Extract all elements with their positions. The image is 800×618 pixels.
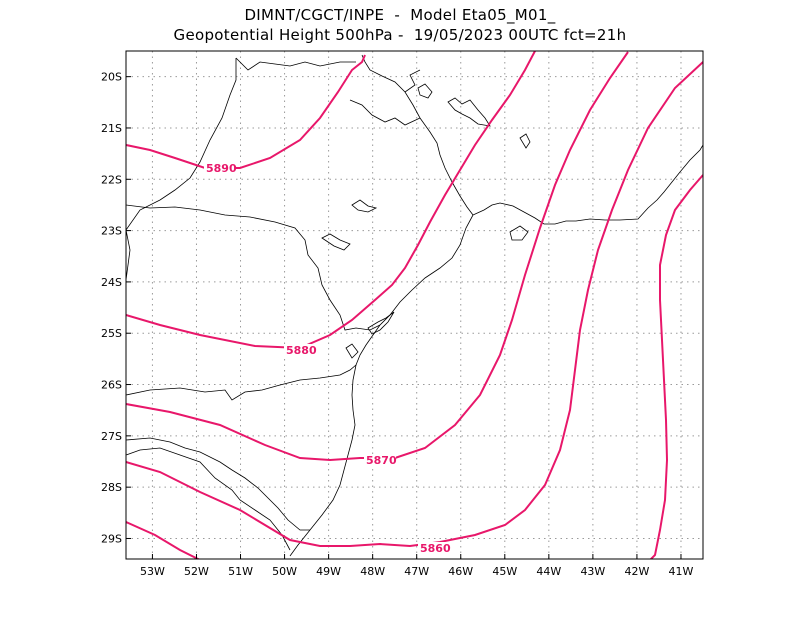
lat-tick-label: 27S bbox=[101, 430, 122, 443]
lake-3 bbox=[321, 233, 351, 251]
lon-tick-label: 42W bbox=[624, 565, 649, 578]
lon-tick-label: 49W bbox=[316, 565, 341, 578]
bay-sc bbox=[345, 343, 359, 359]
state-border-pr-sc bbox=[126, 364, 357, 401]
contour-label-5880: 5880 bbox=[286, 344, 317, 357]
lon-tick-label: 51W bbox=[228, 565, 253, 578]
state-border-mg bbox=[404, 69, 421, 93]
chart-subtitle: Geopotential Height 500hPa - 19/05/2023 … bbox=[173, 26, 627, 44]
coastline-borders bbox=[126, 54, 703, 557]
lat-tick-label: 20S bbox=[101, 71, 122, 84]
lon-tick-label: 53W bbox=[140, 565, 165, 578]
lon-tick-label: 41W bbox=[669, 565, 694, 578]
lon-tick-label: 52W bbox=[184, 565, 209, 578]
state-border-sp-pr bbox=[126, 204, 381, 331]
contour-5890b bbox=[126, 51, 536, 350]
lake-2 bbox=[351, 199, 378, 213]
lat-tick-label: 21S bbox=[101, 122, 122, 135]
lat-tick-label: 24S bbox=[101, 276, 122, 289]
contour-5890 bbox=[126, 54, 366, 169]
lake-4 bbox=[417, 83, 433, 99]
contour-labels: 5890 5880 5870 5860 bbox=[204, 162, 451, 555]
coastline bbox=[361, 54, 703, 225]
contour-5880 bbox=[126, 51, 629, 462]
bay-paranagua bbox=[367, 311, 395, 335]
map-frame bbox=[125, 50, 704, 560]
coastline-south bbox=[289, 214, 474, 557]
lat-tick-label: 23S bbox=[101, 225, 122, 238]
axis-ticks: 20S 21S 22S 23S 24S 25S 26S 27S 28S 29S 53W 52W 51W 5… bbox=[101, 71, 694, 578]
lon-tick-label: 48W bbox=[360, 565, 385, 578]
lat-tick-label: 22S bbox=[101, 173, 122, 186]
grid-lines bbox=[126, 51, 703, 559]
lake-5 bbox=[519, 133, 531, 149]
lon-tick-label: 44W bbox=[536, 565, 561, 578]
height-contours bbox=[126, 51, 703, 559]
lake-1 bbox=[447, 97, 491, 127]
state-border-sc-rs bbox=[126, 437, 310, 531]
state-border-west bbox=[126, 58, 237, 231]
lat-tick-label: 29S bbox=[101, 532, 122, 545]
lat-tick-label: 28S bbox=[101, 481, 122, 494]
lat-tick-label: 26S bbox=[101, 379, 122, 392]
contour-5860b bbox=[649, 174, 703, 559]
chart-title: DIMNT/CGCT/INPE - Model Eta05_M01_ bbox=[244, 6, 556, 24]
contour-label-5860: 5860 bbox=[420, 542, 451, 555]
contour-label-5890: 5890 bbox=[206, 162, 237, 175]
lon-tick-label: 50W bbox=[272, 565, 297, 578]
state-border-sp-mg bbox=[349, 99, 421, 126]
border-paraguay bbox=[126, 229, 131, 330]
lon-tick-label: 45W bbox=[492, 565, 517, 578]
lon-tick-label: 46W bbox=[448, 565, 473, 578]
bay-rio bbox=[509, 225, 529, 241]
contour-5870 bbox=[126, 61, 703, 548]
lon-tick-label: 47W bbox=[404, 565, 429, 578]
lat-tick-label: 25S bbox=[101, 327, 122, 340]
contour-label-5870: 5870 bbox=[366, 454, 397, 467]
lon-tick-label: 43W bbox=[580, 565, 605, 578]
state-border-ms-sp bbox=[235, 57, 356, 71]
border-argentina bbox=[126, 447, 291, 551]
contour-5860 bbox=[126, 521, 201, 559]
